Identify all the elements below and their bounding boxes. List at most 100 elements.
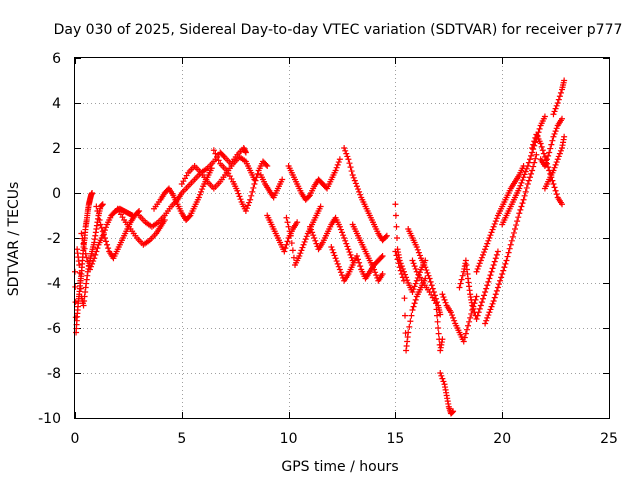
data-point <box>92 251 99 258</box>
data-point <box>487 272 494 279</box>
data-point <box>317 203 324 210</box>
chart-title: Day 030 of 2025, Sidereal Day-to-day VTE… <box>54 22 623 38</box>
data-point <box>487 232 494 239</box>
data-point <box>447 309 454 316</box>
data-point <box>541 113 548 120</box>
data-point <box>355 256 362 263</box>
data-point <box>491 258 498 265</box>
data-point <box>552 187 559 194</box>
data-point <box>551 184 558 191</box>
data-point <box>493 287 500 294</box>
data-point <box>335 263 342 270</box>
data-point <box>557 147 564 154</box>
data-point <box>553 102 560 109</box>
data-point <box>553 191 560 198</box>
y-tick-label: -4 <box>47 276 61 292</box>
data-point <box>347 251 354 258</box>
data-point <box>378 254 385 261</box>
data-point <box>482 289 489 295</box>
data-point <box>451 317 458 324</box>
data-point <box>494 248 501 255</box>
x-axis-label: GPS time / hours <box>281 459 398 475</box>
data-point <box>476 305 483 312</box>
data-point <box>407 318 414 325</box>
data-point <box>515 214 522 221</box>
data-point <box>88 263 95 270</box>
data-point <box>247 196 254 203</box>
data-point <box>529 167 536 174</box>
data-point <box>488 303 495 310</box>
data-point <box>517 206 524 213</box>
data-point <box>552 161 559 168</box>
data-point <box>288 240 295 247</box>
data-point <box>434 318 441 325</box>
data-point <box>458 276 465 283</box>
data-point <box>330 249 337 256</box>
data-point <box>551 108 558 115</box>
data-point <box>199 186 206 193</box>
data-point <box>498 274 505 281</box>
data-point <box>253 174 260 181</box>
data-point <box>483 285 490 292</box>
data-point <box>399 274 406 281</box>
data-point <box>457 280 464 287</box>
data-point <box>561 77 568 84</box>
data-point <box>215 157 222 164</box>
data-point <box>416 252 423 259</box>
data-point <box>519 177 526 184</box>
data-point <box>493 251 500 258</box>
data-point <box>355 186 362 193</box>
data-point <box>77 277 84 284</box>
data-point <box>248 192 255 199</box>
data-point <box>337 226 344 233</box>
data-point <box>300 241 307 248</box>
data-point <box>528 152 535 159</box>
data-point <box>303 233 310 240</box>
data-point <box>81 245 88 252</box>
data-point <box>492 255 499 262</box>
data-point <box>249 188 256 195</box>
data-point <box>440 378 447 385</box>
data-point <box>482 320 489 327</box>
data-point <box>254 170 261 177</box>
data-point <box>449 312 456 319</box>
data-point <box>313 240 320 247</box>
data-point <box>483 317 490 324</box>
data-point <box>504 253 511 260</box>
data-point <box>97 221 104 228</box>
data-point <box>95 212 102 219</box>
data-point <box>545 164 552 171</box>
y-tick-label: -8 <box>47 366 61 382</box>
data-point <box>409 307 416 313</box>
data-point <box>466 318 473 325</box>
data-point <box>523 165 530 172</box>
data-point <box>76 262 83 268</box>
data-point <box>289 247 296 254</box>
data-point <box>490 223 497 230</box>
data-point <box>468 310 475 317</box>
data-point <box>467 314 474 321</box>
data-point <box>552 105 559 112</box>
data-point <box>395 260 402 267</box>
data-point <box>336 223 343 230</box>
data-point <box>459 272 466 279</box>
data-point <box>345 156 352 163</box>
data-point <box>89 190 96 196</box>
data-point <box>342 147 349 154</box>
data-point <box>353 253 360 259</box>
data-point <box>236 193 243 200</box>
data-point <box>495 281 502 288</box>
data-point <box>561 133 568 140</box>
data-point <box>94 245 101 252</box>
y-tick-label: -2 <box>47 231 61 247</box>
data-point <box>298 247 305 254</box>
data-point <box>196 191 203 198</box>
data-point <box>488 268 495 275</box>
data-point <box>392 212 399 219</box>
data-point <box>412 265 419 272</box>
data-point <box>442 299 449 306</box>
data-point <box>491 294 498 301</box>
data-point <box>102 238 109 245</box>
data-point <box>101 235 108 241</box>
